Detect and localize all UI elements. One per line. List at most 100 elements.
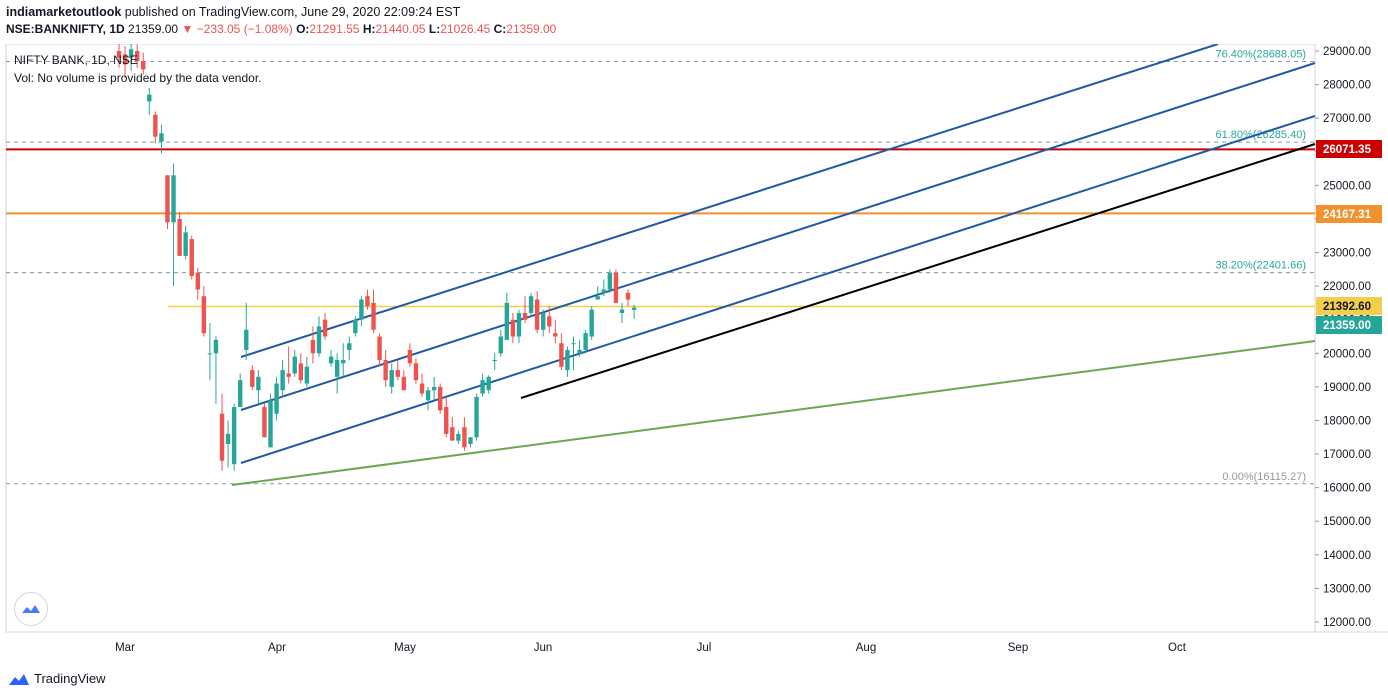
candle: [195, 267, 200, 300]
price-axis[interactable]: 29000.0028000.0027000.0026000.0025000.00…: [1315, 46, 1371, 629]
candle-body: [613, 272, 619, 303]
candle-body: [565, 349, 570, 371]
price-label-text: 21359.00: [1323, 320, 1371, 332]
candle: [571, 336, 576, 371]
candle: [577, 339, 582, 357]
candle: [419, 373, 425, 397]
y-tick-label: 20000.00: [1323, 348, 1371, 360]
candle: [462, 417, 467, 451]
tradingview-logo-icon: [9, 674, 29, 685]
candle-body: [607, 272, 613, 290]
candle-body: [268, 400, 273, 448]
candle-body: [116, 51, 122, 58]
candle: [498, 329, 503, 357]
price-label-badge: [1316, 140, 1382, 158]
candle: [280, 360, 285, 397]
x-tick-label: Jul: [697, 642, 712, 654]
candle: [171, 163, 176, 287]
candle: [437, 383, 443, 414]
price-label-text: 21392.60: [1323, 301, 1371, 313]
candle-body: [450, 427, 455, 441]
candle: [528, 292, 534, 317]
candle-body: [159, 133, 164, 142]
price-label-badge: [1316, 316, 1382, 334]
candle: [619, 302, 625, 324]
candle: [407, 343, 413, 367]
candle: [201, 286, 207, 337]
candle: [183, 225, 188, 260]
trend-line: [520, 143, 1316, 399]
candle-body: [341, 360, 346, 364]
candle: [510, 312, 516, 344]
candle: [468, 437, 473, 448]
change-value: ▼ −233.05 (−1.08%): [181, 22, 293, 36]
candle: [122, 45, 128, 78]
candle-body: [583, 333, 588, 350]
candle-body: [401, 376, 407, 391]
candle-body: [389, 370, 394, 387]
candle: [480, 373, 485, 397]
candle: [583, 329, 588, 354]
candle-body: [225, 433, 231, 444]
candle: [316, 316, 322, 357]
y-tick-label: 25000.00: [1323, 180, 1371, 192]
price-chart[interactable]: 76.40%(28688.05) 61.80%(26285.40) 38.20%(2…: [0, 40, 1388, 667]
candle: [231, 403, 237, 471]
candle-body: [213, 339, 219, 354]
candle-body: [553, 333, 558, 337]
brand-name[interactable]: TradingView: [34, 671, 106, 686]
candle-body: [589, 309, 594, 337]
trend-lines: [231, 43, 1316, 486]
time-axis[interactable]: Mar Apr May Jun Jul Aug Sep Oct: [115, 642, 1187, 654]
candle: [147, 87, 152, 115]
candle-body: [462, 427, 467, 448]
candle: [607, 269, 613, 293]
candle-body: [571, 343, 576, 345]
candle-body: [334, 360, 340, 377]
candle-body: [171, 175, 176, 223]
fib-level-label: 0.00%(16115.27): [1222, 471, 1306, 483]
y-tick-label: 19000.00: [1323, 382, 1371, 394]
author-name[interactable]: indiamarketoutlook: [6, 5, 122, 19]
candle-body: [456, 433, 461, 441]
x-tick-label: Sep: [1008, 642, 1028, 654]
candle-body: [534, 299, 540, 330]
candle-body: [631, 307, 637, 310]
open-label: O:: [296, 22, 310, 36]
candle-body: [153, 114, 158, 137]
y-tick-label: 27000.00: [1323, 113, 1371, 125]
candle-body: [207, 353, 213, 355]
y-tick-label: 18000.00: [1323, 415, 1371, 427]
candle: [444, 396, 449, 438]
trend-line: [231, 340, 1316, 486]
candle: [383, 349, 388, 387]
candle-body: [431, 386, 437, 391]
candle-body: [468, 437, 473, 444]
candle-body: [322, 319, 328, 337]
candle: [304, 356, 310, 387]
candle-body: [304, 366, 310, 384]
candle-body: [286, 373, 291, 377]
fib-level-label: 76.40%(28688.05): [1215, 48, 1306, 60]
candle: [341, 343, 346, 377]
tradingview-badge[interactable]: [14, 592, 48, 626]
close-label: C:: [493, 22, 507, 36]
candle: [486, 375, 491, 394]
chart-area[interactable]: 76.40%(28688.05) 61.80%(26285.40) 38.20%(2…: [0, 40, 1388, 667]
candle: [353, 316, 358, 337]
candle: [177, 212, 182, 256]
price-label-badge: [1316, 205, 1382, 223]
candle-body: [292, 356, 297, 374]
y-tick-label: 13000.00: [1323, 583, 1371, 595]
candle: [613, 269, 619, 303]
candle-body: [310, 339, 316, 354]
candle-body: [244, 329, 249, 350]
candle: [359, 296, 364, 327]
candle-body: [407, 349, 413, 364]
candle: [134, 44, 140, 68]
candle-body: [480, 380, 485, 394]
candle-body: [165, 175, 170, 223]
candle-body: [195, 272, 200, 290]
candle-body: [262, 407, 267, 438]
candle: [450, 417, 455, 441]
